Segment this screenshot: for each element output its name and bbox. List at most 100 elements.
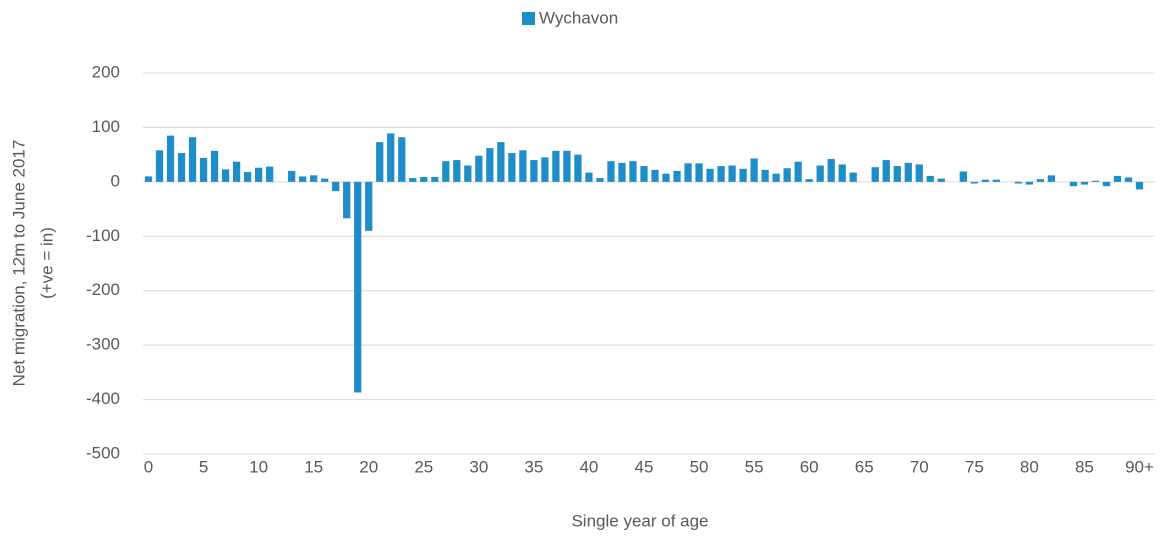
bar xyxy=(332,181,340,192)
x-tick-label: 65 xyxy=(855,457,874,476)
bar xyxy=(265,166,274,182)
bar xyxy=(464,165,472,182)
y-tick-label: -500 xyxy=(86,443,120,462)
bar xyxy=(629,161,637,182)
bar xyxy=(750,158,758,182)
bar xyxy=(508,153,516,182)
bar xyxy=(871,167,879,182)
bar xyxy=(210,150,219,182)
bar xyxy=(761,169,769,182)
bar xyxy=(684,163,692,182)
bar xyxy=(1047,175,1056,182)
bar xyxy=(431,176,439,182)
y-axis-title: (+ve = in) xyxy=(37,227,56,299)
bar xyxy=(453,160,461,182)
bar xyxy=(695,163,703,182)
x-tick-label: 75 xyxy=(965,457,984,476)
bar xyxy=(519,150,527,182)
bar xyxy=(398,137,406,182)
x-tick-label: 80 xyxy=(1020,457,1039,476)
x-tick-label: 90+ xyxy=(1125,457,1154,476)
bar xyxy=(838,164,846,182)
bar xyxy=(475,155,483,182)
x-tick-label: 35 xyxy=(524,457,543,476)
bar xyxy=(563,150,571,182)
x-tick-label: 40 xyxy=(579,457,598,476)
bar xyxy=(177,153,186,182)
bar xyxy=(1124,177,1133,182)
bar xyxy=(981,179,989,182)
bar xyxy=(706,168,714,182)
bar xyxy=(254,167,263,182)
bar xyxy=(970,181,978,184)
x-tick-label: 10 xyxy=(249,457,268,476)
bar xyxy=(365,181,373,231)
bar xyxy=(442,161,450,182)
x-tick-label: 50 xyxy=(690,457,709,476)
y-tick-label: 200 xyxy=(92,62,120,81)
bar xyxy=(166,135,175,182)
bar xyxy=(486,148,494,182)
bar xyxy=(739,168,747,182)
x-tick-label: 55 xyxy=(745,457,764,476)
bar xyxy=(1080,181,1089,185)
bar xyxy=(343,181,351,219)
x-tick-label: 20 xyxy=(359,457,378,476)
bar xyxy=(1069,181,1078,187)
y-tick-label: -300 xyxy=(86,335,120,354)
bar xyxy=(387,133,395,182)
x-axis-title: Single year of age xyxy=(571,511,708,530)
bar xyxy=(937,178,945,182)
bar xyxy=(310,175,318,182)
x-tick-label: 5 xyxy=(199,457,208,476)
bar xyxy=(640,166,648,182)
bar xyxy=(497,142,505,182)
bar xyxy=(618,162,626,182)
x-tick-label: 0 xyxy=(144,457,153,476)
bar xyxy=(728,165,736,182)
bar xyxy=(662,173,670,182)
y-tick-label: -200 xyxy=(86,280,120,299)
bar xyxy=(893,166,901,182)
bar xyxy=(221,169,230,182)
x-tick-label: 25 xyxy=(414,457,433,476)
y-tick-label: 0 xyxy=(111,171,120,190)
bar xyxy=(816,165,824,182)
bar xyxy=(959,171,967,182)
bar xyxy=(607,161,615,182)
x-tick-label: 30 xyxy=(469,457,488,476)
bar xyxy=(409,178,417,182)
bar xyxy=(882,160,890,182)
bar xyxy=(144,176,153,182)
bar xyxy=(992,179,1000,182)
bar xyxy=(1036,179,1045,182)
bar xyxy=(926,175,934,182)
bar xyxy=(243,172,252,182)
bar xyxy=(376,142,384,182)
bar xyxy=(783,168,791,182)
legend-swatch xyxy=(522,12,535,25)
bar xyxy=(574,154,582,182)
x-tick-label: 85 xyxy=(1075,457,1094,476)
bar xyxy=(849,172,857,182)
bar xyxy=(530,160,538,182)
bar xyxy=(596,178,604,182)
bar xyxy=(321,178,329,182)
bar xyxy=(1091,180,1100,182)
bar xyxy=(904,162,912,182)
bar xyxy=(1135,181,1144,190)
x-tick-label: 70 xyxy=(910,457,929,476)
bar xyxy=(915,164,923,182)
y-tick-label: -100 xyxy=(86,226,120,245)
y-axis-title: Net migration, 12m to June 2017 xyxy=(9,140,28,387)
bar xyxy=(299,176,307,182)
bar xyxy=(188,137,197,182)
bar xyxy=(585,172,593,182)
y-tick-label: 100 xyxy=(92,117,120,136)
bar xyxy=(552,150,560,182)
bar xyxy=(199,157,208,182)
bar xyxy=(1025,181,1034,185)
bar xyxy=(1113,175,1122,182)
bar xyxy=(155,150,164,182)
